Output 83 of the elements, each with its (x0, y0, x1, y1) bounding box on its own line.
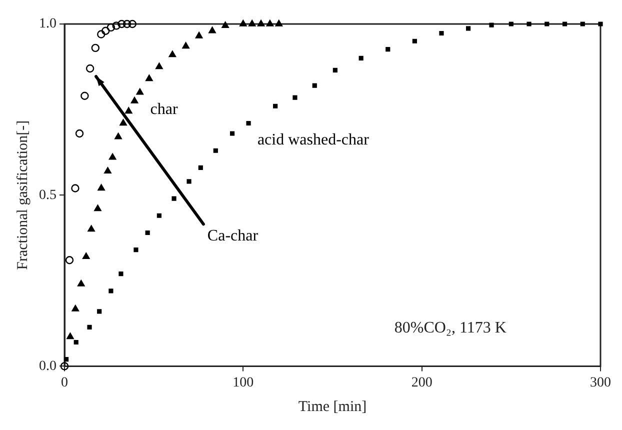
point (508, 22, 514, 26)
point (186, 179, 192, 184)
point (230, 131, 235, 136)
point (172, 196, 176, 201)
point (72, 304, 80, 312)
point (98, 184, 105, 191)
point (130, 96, 138, 104)
point (240, 20, 247, 26)
point (489, 22, 494, 28)
point (266, 20, 274, 26)
point (108, 153, 116, 160)
point (118, 20, 126, 28)
point (74, 340, 78, 345)
point (118, 272, 124, 276)
point (273, 104, 278, 108)
point (182, 42, 190, 49)
x-tick-label: 100 (232, 375, 254, 390)
point (156, 62, 163, 70)
point (86, 64, 94, 73)
series-label: acid washed-char (257, 132, 370, 149)
point (248, 20, 256, 26)
point (122, 20, 132, 28)
point (168, 50, 176, 58)
point (246, 120, 251, 126)
point (544, 22, 550, 26)
point (198, 165, 203, 170)
x-tick-label: 200 (411, 375, 432, 390)
point (97, 30, 106, 38)
point (146, 74, 153, 82)
point (598, 22, 603, 26)
point (87, 324, 92, 330)
point (208, 26, 216, 34)
y-axis-title: Fractional gasification[-] (14, 120, 31, 270)
point (195, 32, 203, 38)
point (292, 95, 298, 100)
point (91, 44, 100, 52)
y-tick-label: 1.0 (39, 16, 56, 32)
text: Ca-char (207, 227, 259, 244)
point (101, 26, 110, 35)
point (65, 256, 74, 264)
point (80, 92, 89, 100)
point (108, 288, 114, 294)
point (222, 22, 229, 28)
point (358, 56, 364, 61)
annotation: 80%CO₂, 1173 K (394, 319, 507, 336)
point (106, 23, 116, 32)
point (77, 280, 85, 286)
point (257, 20, 265, 26)
point (145, 230, 150, 236)
point (66, 332, 74, 340)
point (125, 107, 132, 114)
point (439, 30, 444, 36)
point (64, 357, 69, 362)
point (213, 148, 218, 153)
point (386, 47, 390, 52)
point (104, 167, 112, 174)
point (466, 26, 471, 31)
point (562, 22, 568, 26)
point (75, 129, 84, 138)
point (120, 119, 127, 126)
point (312, 83, 317, 88)
x-axis-title: Time [min] (298, 398, 367, 415)
point (134, 248, 138, 252)
point (88, 225, 95, 232)
x-tick-label: 300 (590, 375, 611, 390)
point (112, 22, 120, 30)
point (114, 132, 122, 140)
point (82, 252, 90, 260)
series-label: char (150, 100, 178, 118)
point (97, 309, 102, 314)
point (526, 22, 532, 26)
x-tick-label: 0 (61, 375, 68, 390)
y-tick-label: 0.5 (39, 188, 56, 203)
point (128, 20, 136, 28)
point (332, 68, 338, 72)
point (136, 88, 144, 95)
point (275, 20, 283, 26)
point (412, 38, 417, 44)
point (156, 213, 162, 218)
point (94, 204, 102, 212)
point (71, 184, 80, 192)
y-tick-label: 0.0 (39, 358, 56, 374)
point (580, 22, 585, 26)
